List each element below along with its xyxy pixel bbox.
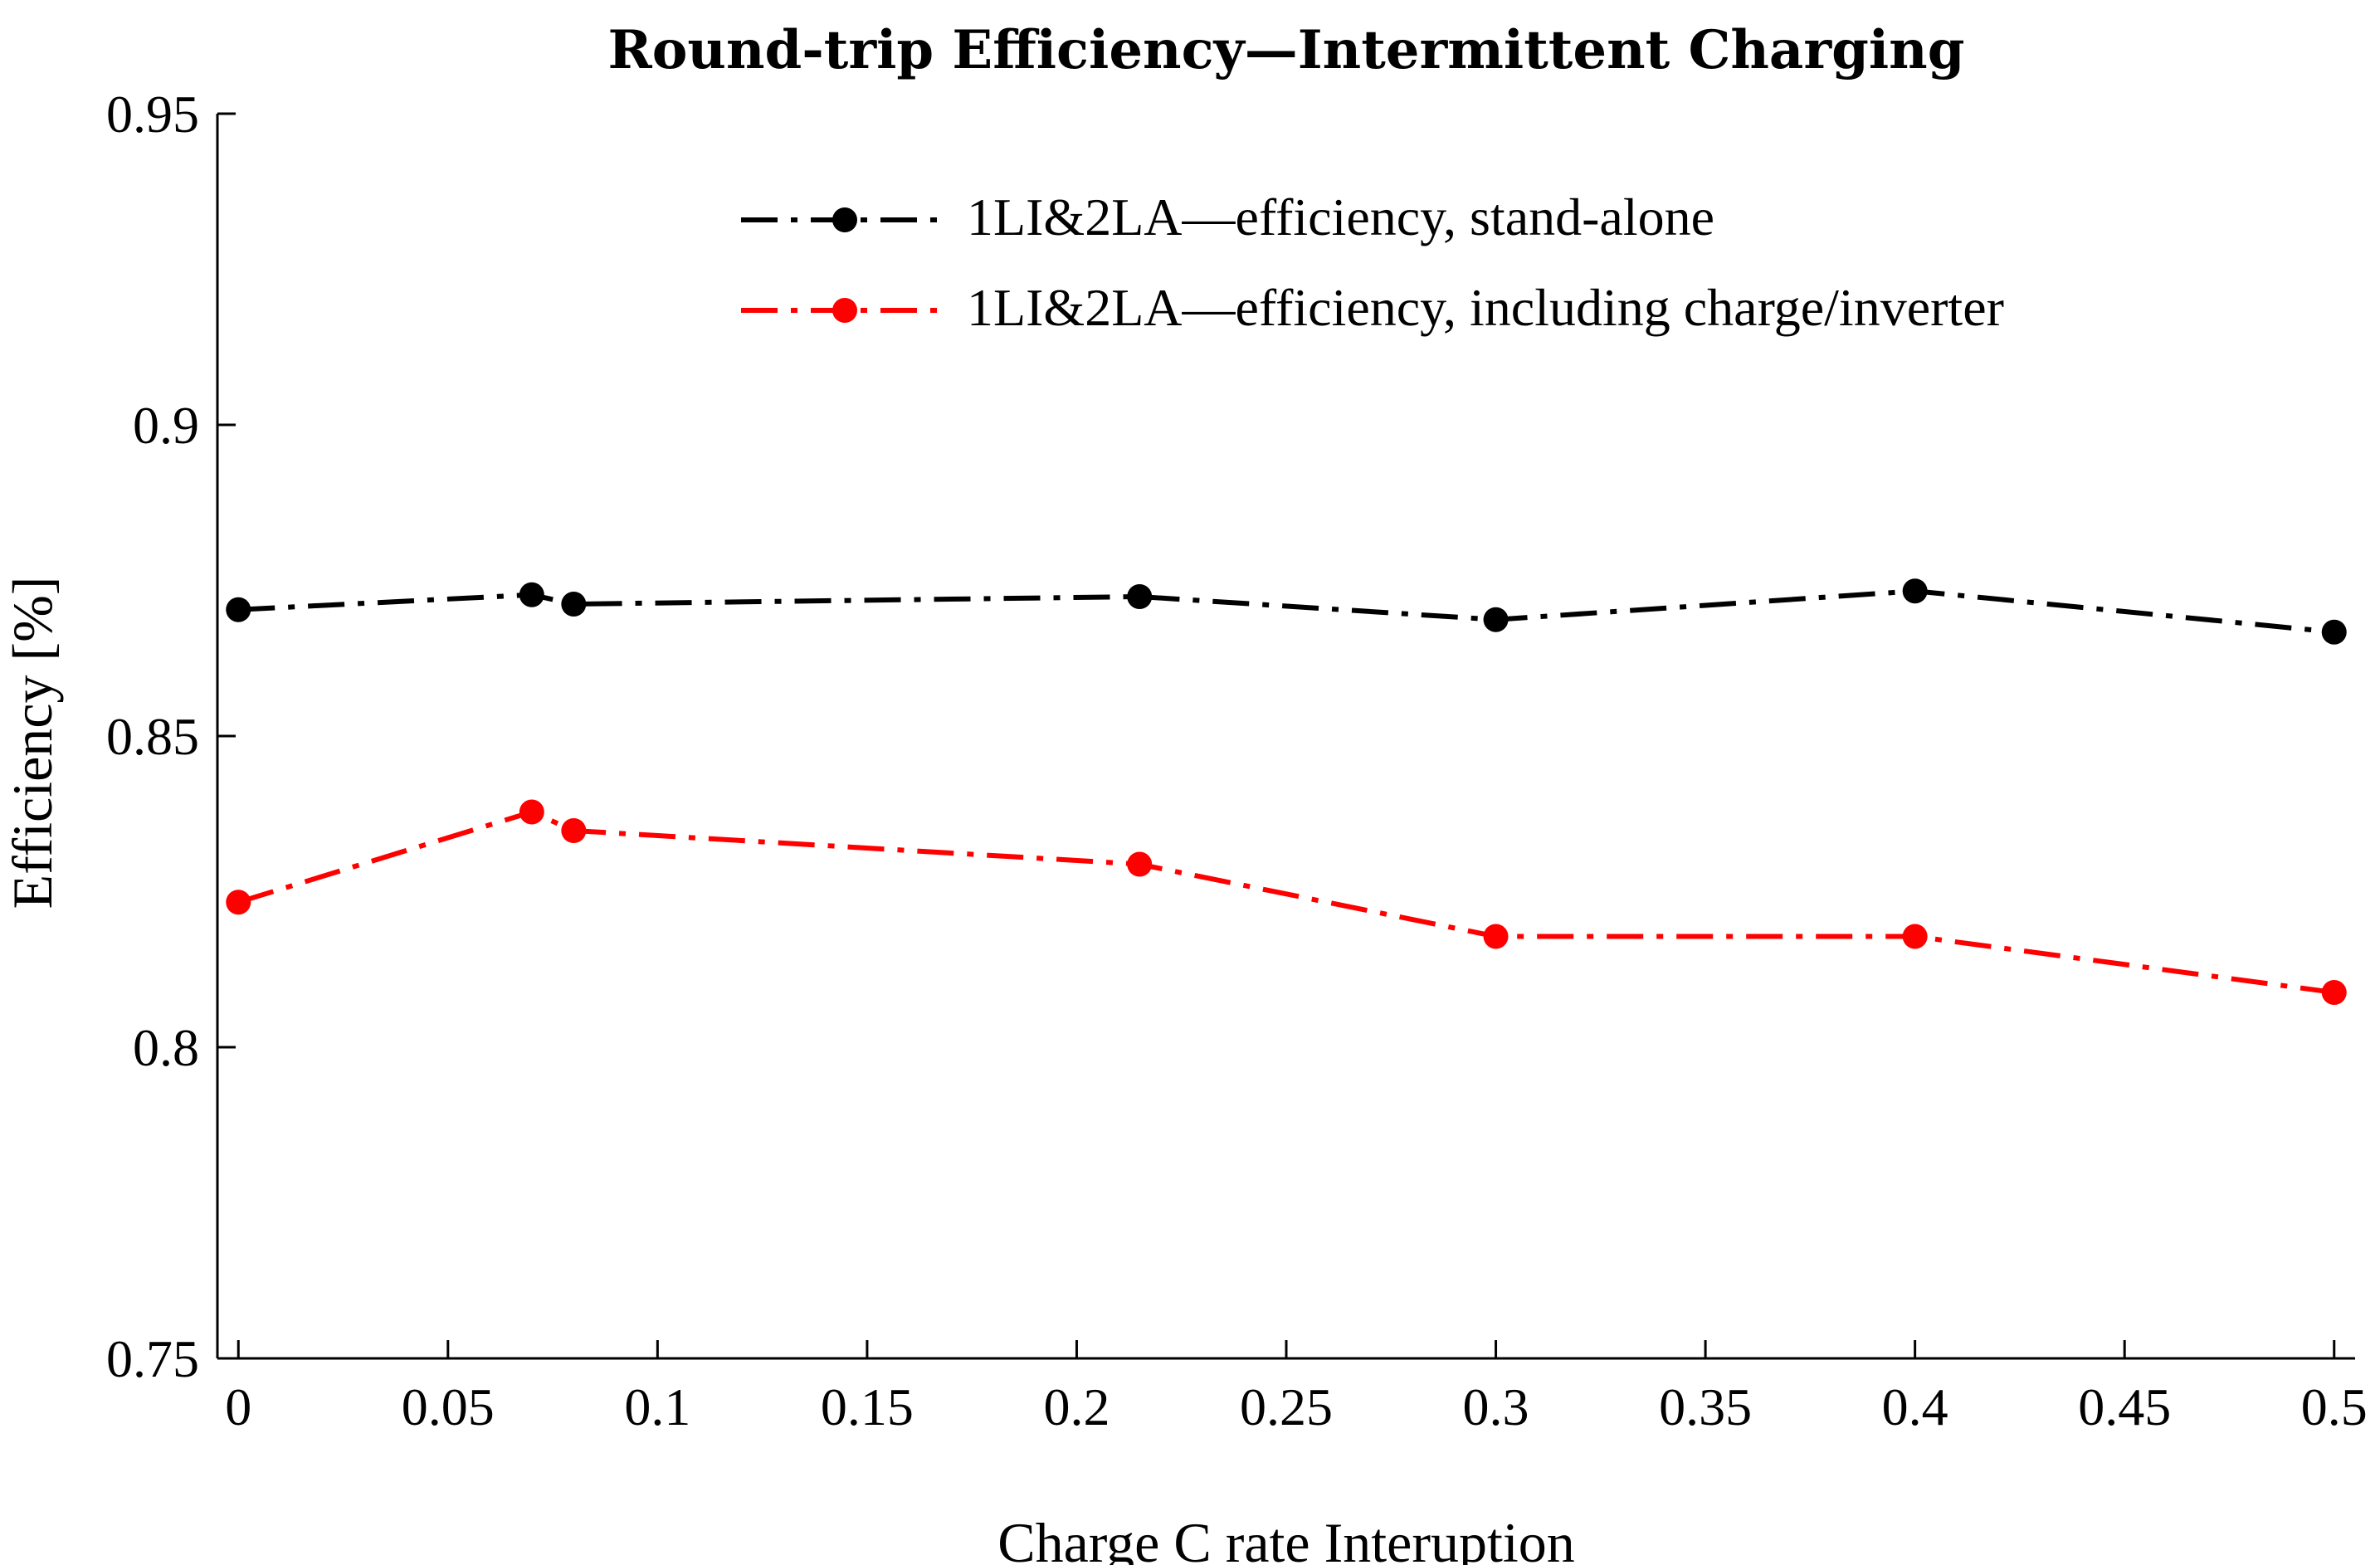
data-point (519, 582, 544, 607)
legend-marker-swatch (832, 207, 857, 232)
legend-item-stand-alone: 1LI&2LA—efficiency, stand-alone (741, 188, 1714, 246)
x-tick-label: 0.1 (624, 1377, 690, 1436)
legend: 1LI&2LA—efficiency, stand-alone 1LI&2LA—… (741, 188, 2004, 337)
x-tick-label: 0.5 (2301, 1377, 2368, 1436)
x-tick-label: 0.3 (1463, 1377, 1529, 1436)
y-tick-label: 0.85 (106, 707, 199, 766)
data-point (1127, 584, 1153, 609)
y-axis-label: Efficiency [%] (1, 577, 64, 909)
legend-label-stand-alone: 1LI&2LA—efficiency, stand-alone (967, 188, 1714, 246)
legend-marker-swatch (832, 298, 857, 323)
series-line (238, 588, 2335, 635)
data-point (1902, 924, 1928, 949)
y-tick-label: 0.95 (106, 85, 199, 144)
data-point (561, 592, 587, 617)
x-tick-label: 0 (225, 1377, 251, 1436)
x-tick-label: 0.25 (1240, 1377, 1333, 1436)
chart-title: Round-trip Efficiency—Intermittent Charg… (608, 19, 1965, 81)
legend-label-including-charge-inverter: 1LI&2LA—efficiency, including charge/inv… (967, 278, 2004, 337)
series-line (237, 809, 2335, 995)
x-tick-label: 0.2 (1043, 1377, 1110, 1436)
legend-item-including-charge-inverter: 1LI&2LA—efficiency, including charge/inv… (741, 278, 2004, 337)
x-tick-label: 0.4 (1882, 1377, 1948, 1436)
data-point (1127, 851, 1153, 877)
data-point (519, 799, 544, 825)
y-axis-ticks: 0.75 0.8 0.85 0.9 0.95 (106, 85, 236, 1388)
data-point (226, 597, 251, 622)
y-tick-label: 0.9 (133, 396, 199, 455)
data-point (2321, 980, 2347, 1005)
data-point (561, 818, 587, 843)
series-stand-alone (226, 578, 2347, 645)
x-tick-label: 0.35 (1659, 1377, 1752, 1436)
y-tick-label: 0.75 (106, 1329, 199, 1388)
data-point (2321, 619, 2347, 645)
y-tick-label: 0.8 (133, 1018, 199, 1077)
data-point (1902, 578, 1928, 604)
data-point (226, 890, 251, 915)
x-axis-ticks: 0 0.05 0.1 0.15 0.2 0.25 0.3 0.35 0.4 0.45 0.5 (225, 1340, 2368, 1436)
data-point (1483, 607, 1509, 632)
x-tick-label: 0.45 (2078, 1377, 2171, 1436)
x-tick-label: 0.15 (821, 1377, 914, 1436)
x-tick-label: 0.05 (402, 1377, 495, 1436)
x-axis-label: Charge C rate Interuption (997, 1511, 1575, 1565)
data-point (1483, 924, 1509, 949)
series-including-charge-inverter (226, 799, 2347, 1005)
series-group (226, 578, 2347, 1005)
